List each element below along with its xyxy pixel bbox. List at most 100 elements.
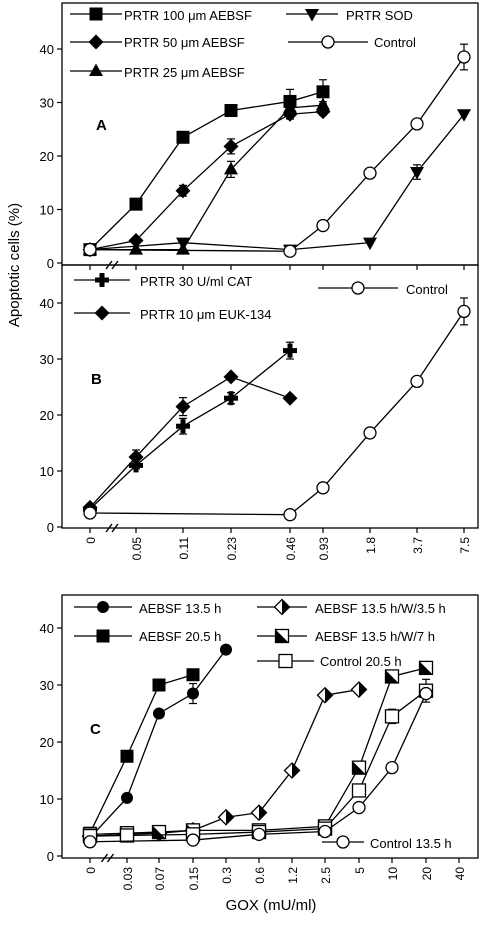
panel-a-series-2-point-3 (224, 161, 238, 175)
panel-a-series-2-line (90, 104, 324, 251)
legend-a-2-marker (89, 63, 103, 76)
panel-c-series-0-line (89, 649, 227, 839)
legend-c-aebsf-20: AEBSF 20.5 h (139, 629, 221, 644)
legend-a-sod: PRTR SOD (346, 8, 413, 23)
legend-c-1-marker (96, 629, 110, 643)
panel-a-series-3-point-3 (363, 237, 377, 251)
panel-a-ytick-label-20: 20 (40, 149, 54, 164)
panel-b-xtick-label-1: 0.05 (130, 537, 144, 561)
legend-b-cat: PRTR 30 U/ml CAT (140, 274, 252, 289)
legend-a-4-marker (321, 35, 335, 49)
panel-c-xtick-label-9: 10 (386, 867, 400, 881)
panel-a-series-2-point-5 (316, 97, 330, 111)
panel-b-ytick-label-0: 0 (47, 520, 54, 535)
panel-c-series-5-point-6 (419, 686, 433, 701)
panel-b-series-0-point-2 (176, 419, 190, 434)
panel-a-series-3-point-4 (410, 167, 424, 180)
panel-b-xtick-label-6: 1.8 (364, 537, 378, 554)
panel-b-axis-break-1 (105, 523, 113, 533)
legend-a-3-marker (305, 9, 319, 22)
panel-c-axis-break-1 (100, 853, 109, 863)
panel-b-xtick-label-5: 0.93 (317, 537, 331, 561)
panel-a-series-3-point-5 (457, 109, 471, 122)
panel-a-series-0-point-3 (224, 104, 238, 118)
panel-b-series-1-point-4 (282, 390, 298, 406)
panel-a-ytick-label-40: 40 (40, 42, 54, 57)
panel-a-series-1-line (89, 110, 324, 251)
panel-a-series-4-line (89, 56, 465, 252)
legend-c-control-20: Control 20.5 h (320, 654, 402, 669)
panel-a-series-1-point-1 (128, 233, 144, 249)
panel-a-series-0-point-5 (316, 85, 330, 99)
panel-b-xtick-label-0: 0 (84, 537, 98, 544)
panel-b-xtick-label-2: 0.11 (177, 537, 191, 560)
legend-b-euk: PRTR 10 μm EUK-134 (140, 307, 272, 322)
panel-c-series-2-point-4 (217, 808, 235, 826)
panel-b-axis-break-2 (111, 523, 119, 533)
panel-c-axis-break-2 (106, 853, 115, 863)
panel-c-label: C (90, 721, 101, 738)
panel-a-series-4-point-4 (410, 117, 424, 131)
panel-c-series-0-point-3 (187, 687, 199, 700)
panel-c-series-5-point-1 (186, 833, 200, 847)
legend-c-4-marker (278, 653, 293, 669)
panel-a-series-4-point-3 (363, 166, 377, 180)
panel-a-series-4-point-5 (457, 50, 471, 64)
panel-c-ytick-label-30: 30 (40, 678, 54, 693)
legend-b-0-marker (95, 273, 109, 287)
y-axis-label: Apoptotic cells (%) (6, 203, 23, 327)
panel-b-series-1-point-1 (128, 449, 144, 465)
legend-a-prtr-25: PRTR 25 μm AEBSF (124, 65, 245, 80)
panel-c-xtick-label-6: 1.2 (286, 867, 300, 884)
panel-a-series-3-line (89, 113, 465, 251)
panel-c-series-1-point-2 (152, 678, 166, 692)
panel-b-series-2-point-0 (83, 506, 97, 520)
panel-a-series-0-point-1 (129, 197, 143, 211)
panel-c-series-0-point-1 (121, 791, 133, 804)
panel-b-xtick-label-8: 7.5 (458, 537, 472, 554)
panel-b-xtick-label-7: 3.7 (411, 537, 425, 554)
panel-b-series-1-point-2 (175, 399, 191, 415)
panel-c-series-3-point-6 (351, 760, 367, 775)
panel-c-series-2-point-6 (283, 762, 301, 779)
panel-c-series-1-line (89, 674, 194, 834)
panel-a-series-4-point-0 (83, 242, 97, 257)
panel-b-series-2-point-1 (283, 508, 297, 522)
panel-c-ytick-label-0: 0 (47, 849, 54, 864)
panel-b-xtick-label-3: 0.23 (225, 537, 239, 561)
panel-a-ytick-label-0: 0 (47, 256, 54, 271)
panel-b-ytick-label-10: 10 (40, 464, 54, 479)
panel-b-frame (61, 264, 479, 529)
panel-c-ytick-label-20: 20 (40, 735, 54, 750)
panel-a-axis-break-1 (105, 260, 113, 270)
legend-c-5-marker (336, 835, 350, 849)
panel-c-series-3-point-2 (151, 824, 167, 840)
panel-b-series-0-line (89, 350, 291, 510)
panel-c-series-2-point-8 (350, 681, 368, 698)
panel-c-xtick-label-4: 0.3 (220, 867, 234, 884)
panel-b-series-2-point-3 (363, 426, 377, 440)
legend-a-prtr-50: PRTR 50 μm AEBSF (124, 35, 245, 50)
panel-c-xtick-label-5: 0.6 (253, 867, 267, 884)
legend-c-aebsf-13: AEBSF 13.5 h (139, 601, 221, 616)
legend-b-2-marker (351, 281, 365, 295)
panel-c-series-5-point-5 (385, 761, 399, 775)
panel-b-series-0-point-3 (224, 391, 238, 406)
panel-c-series-5-point-0 (83, 835, 97, 849)
panel-c-series-1-point-3 (186, 668, 200, 682)
panel-b-series-2-point-2 (316, 481, 330, 495)
legend-b-1-marker (94, 305, 110, 321)
panel-b-xtick-label-4: 0.46 (284, 537, 298, 561)
legend-c-0-marker (97, 601, 109, 613)
panel-c-series-3-point-7 (384, 669, 400, 684)
panel-a-ytick-label-10: 10 (40, 203, 54, 218)
panel-a-ytick-label-30: 30 (40, 96, 54, 111)
panel-b-ytick-label-40: 40 (40, 296, 54, 311)
panel-c-xtick-label-7: 2.5 (319, 867, 333, 884)
panel-c-series-5-point-2 (252, 827, 266, 841)
panel-a-series-1-point-3 (223, 138, 239, 154)
panel-c-xtick-label-2: 0.07 (153, 867, 167, 891)
legend-c-control-13: Control 13.5 h (370, 836, 452, 851)
panel-b-series-2-point-5 (457, 304, 471, 319)
